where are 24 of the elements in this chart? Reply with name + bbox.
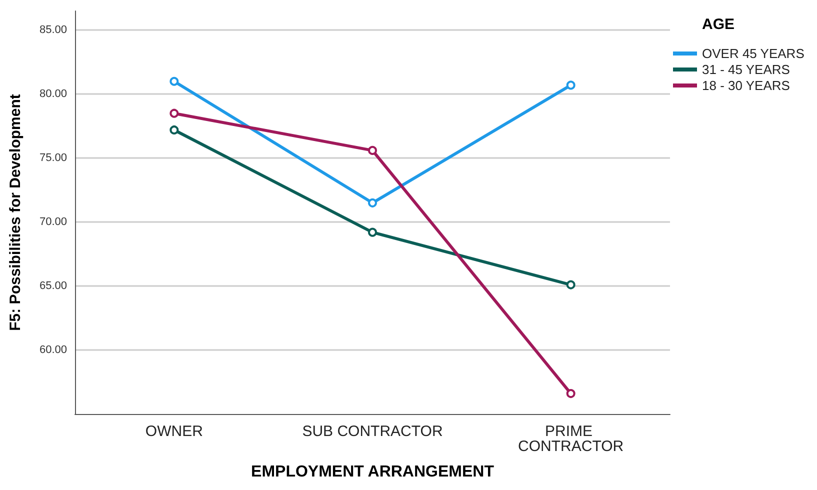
x-axis-title: EMPLOYMENT ARRANGEMENT: [251, 464, 494, 480]
y-tick-label: 80.00: [39, 88, 67, 100]
x-tick-label: PRIME CONTRACTOR: [518, 423, 624, 455]
point: [368, 146, 377, 155]
x-tick-label: SUB CONTRACTOR: [302, 423, 443, 440]
point: [566, 280, 576, 290]
point: [368, 198, 377, 208]
y-axis-title: F5: Possibilities for Development: [7, 94, 24, 331]
x-tick-label: OWNER: [145, 423, 204, 440]
point: [170, 125, 179, 134]
y-tick-label: 60.00: [39, 344, 67, 356]
legend-label: 31 - 45 YEARS: [702, 62, 790, 77]
point: [566, 389, 576, 398]
point: [170, 76, 179, 86]
legend-label: 18 - 30 YEARS: [702, 78, 790, 93]
y-tick-label: 70.00: [39, 216, 67, 228]
legend-label: OVER 45 YEARS: [702, 46, 805, 61]
y-tick-label: 65.00: [39, 280, 67, 292]
point: [566, 80, 576, 90]
legend-title: AGE: [702, 16, 735, 33]
y-tick-label: 85.00: [39, 24, 67, 36]
y-tick-label: 75.00: [39, 152, 67, 164]
point: [170, 108, 179, 118]
point: [368, 228, 377, 237]
